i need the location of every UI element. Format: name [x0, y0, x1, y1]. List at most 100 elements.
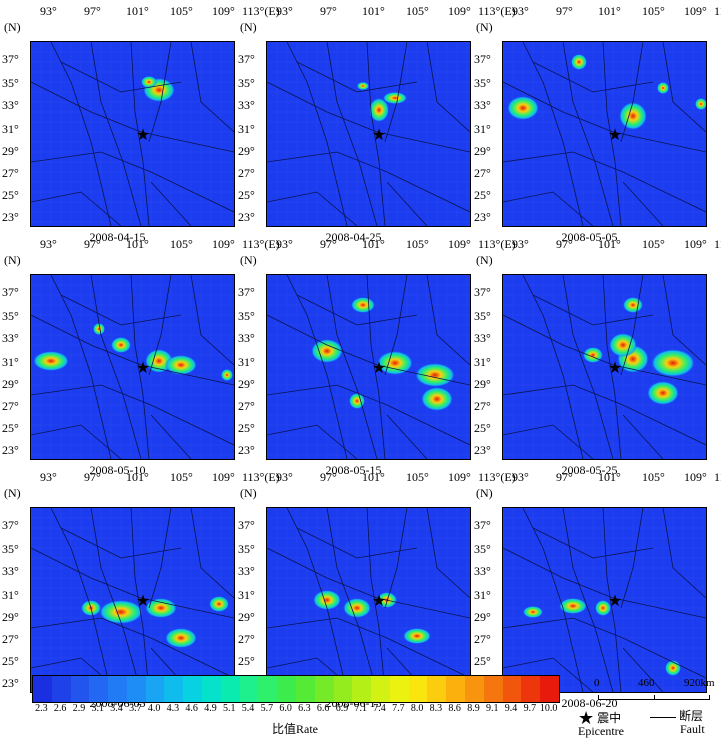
color-swatch — [540, 676, 559, 702]
latitude-tick: 37° — [238, 285, 255, 299]
latitude-tick: (N) — [240, 253, 257, 267]
color-scale-value: 6.9 — [335, 703, 349, 714]
map-panel: 93° 97° 101° 105° 109° 113°(E) (N) 37° 35° 33° 31°… — [472, 237, 721, 485]
color-scale-value: 9.1 — [486, 703, 499, 714]
epicentre-star: ★ — [608, 360, 622, 377]
longitude-tick: 93° — [512, 4, 529, 18]
color-swatch — [333, 676, 353, 702]
fault-lines — [31, 275, 234, 459]
anomaly-blob — [357, 82, 369, 90]
latitude-tick: 33° — [474, 331, 491, 345]
map-panel: 93° 97° 101° 105° 109° 113°(E) (N) 37° 35° 33° 31°… — [0, 470, 280, 718]
color-scale-bar — [32, 675, 560, 703]
latitude-tick: 31° — [238, 355, 255, 369]
latitude-tick: 25° — [2, 421, 19, 435]
longitude-tick: 97° — [556, 470, 573, 484]
anomaly-blob — [349, 393, 365, 409]
longitude-tick: 113°(E) — [714, 4, 721, 18]
longitude-axis: 93° 97° 101° 105° 109° 113°(E) — [236, 4, 516, 40]
latitude-tick: 31° — [2, 122, 19, 136]
map-panel: 93° 97° 101° 105° 109° 113°(E) (N) 37° 35° 33° 31°… — [472, 4, 721, 252]
color-swatch — [202, 676, 221, 702]
latitude-tick: 33° — [2, 98, 19, 112]
longitude-tick: 113°(E) — [714, 237, 721, 251]
fault-key: 断层 Fault — [650, 710, 705, 736]
color-swatch — [502, 676, 522, 702]
longitude-tick: 101° — [598, 237, 621, 251]
latitude-tick: 35° — [2, 309, 19, 323]
color-swatch — [446, 676, 465, 702]
latitude-tick: 27° — [474, 166, 491, 180]
latitude-tick: 37° — [238, 518, 255, 532]
longitude-axis: 93° 97° 101° 105° 109° 113°(E) — [472, 237, 721, 273]
latitude-tick: 29° — [474, 610, 491, 624]
longitude-tick: 101° — [362, 470, 385, 484]
latitude-tick: 31° — [2, 355, 19, 369]
latitude-tick: (N) — [4, 486, 21, 500]
longitude-tick: 109° — [212, 470, 235, 484]
latitude-tick: 29° — [2, 377, 19, 391]
map-panel: 93° 97° 101° 105° 109° 113°(E) (N) 37° 35° 33° 31°… — [236, 4, 516, 252]
latitude-tick: (N) — [4, 253, 21, 267]
latitude-tick: 25° — [474, 421, 491, 435]
latitude-tick: 23° — [2, 443, 19, 457]
anomaly-blob — [111, 337, 131, 353]
color-scale-value: 4.9 — [204, 703, 217, 714]
anomaly-blob — [383, 92, 407, 104]
color-swatch — [464, 676, 484, 702]
longitude-tick: 93° — [276, 4, 293, 18]
latitude-tick: 29° — [474, 144, 491, 158]
latitude-tick: 25° — [238, 421, 255, 435]
rate-map: ★ — [502, 41, 707, 227]
latitude-tick: 25° — [238, 188, 255, 202]
anomaly-blob — [141, 76, 157, 88]
anomaly-blob — [99, 600, 143, 624]
longitude-tick: 101° — [362, 237, 385, 251]
color-scale-value: 6.0 — [279, 703, 292, 714]
latitude-tick: 23° — [474, 210, 491, 224]
latitude-tick: 23° — [474, 443, 491, 457]
latitude-tick: (N) — [240, 486, 257, 500]
distance-scale-bar: 0 460 920km — [590, 675, 720, 715]
latitude-tick: 23° — [2, 210, 19, 224]
longitude-tick: 113°(E) — [478, 470, 516, 484]
latitude-tick: 37° — [2, 285, 19, 299]
rate-map: ★ — [502, 274, 707, 460]
longitude-tick: 113°(E) — [478, 237, 516, 251]
latitude-tick: 23° — [238, 443, 255, 457]
anomaly-blob — [571, 54, 587, 70]
longitude-tick: 109° — [684, 4, 707, 18]
color-swatch — [164, 676, 184, 702]
map-panel: 93° 97° 101° 105° 109° 113°(E) (N) 37° 35° 33° 31°… — [0, 4, 280, 252]
latitude-tick: 29° — [2, 144, 19, 158]
epicentre-star: ★ — [136, 127, 150, 144]
color-scale-value: 7.1 — [354, 703, 368, 714]
latitude-tick: (N) — [240, 20, 257, 34]
latitude-tick: 25° — [474, 188, 491, 202]
epicentre-star: ★ — [372, 127, 386, 144]
latitude-tick: 27° — [474, 632, 491, 646]
color-swatch — [389, 676, 409, 702]
longitude-tick: 97° — [556, 237, 573, 251]
latitude-tick: 33° — [474, 98, 491, 112]
epicentre-key: ★ 震中 Epicentre — [578, 709, 624, 738]
color-scale-value: 3.7 — [129, 703, 142, 714]
longitude-tick: 113°(E) — [242, 237, 280, 251]
longitude-axis: 93° 97° 101° 105° 109° 113°(E) — [0, 237, 280, 273]
color-swatch — [183, 676, 203, 702]
latitude-tick: 31° — [474, 122, 491, 136]
latitude-tick: 37° — [474, 518, 491, 532]
rate-map: ★ — [266, 41, 471, 227]
longitude-tick: 105° — [642, 470, 665, 484]
map-panel: 93° 97° 101° 105° 109° 113°(E) (N) 37° 35° 33° 31°… — [236, 237, 516, 485]
latitude-tick: 33° — [238, 331, 255, 345]
color-swatch — [51, 676, 71, 702]
longitude-tick: 93° — [276, 470, 293, 484]
fault-lines — [503, 275, 706, 459]
anomaly-blob — [145, 598, 177, 618]
anomaly-blob — [221, 369, 233, 381]
latitude-tick: 27° — [2, 399, 19, 413]
longitude-tick: 105° — [642, 237, 665, 251]
longitude-tick: 101° — [362, 4, 385, 18]
anomaly-blob — [369, 98, 389, 122]
